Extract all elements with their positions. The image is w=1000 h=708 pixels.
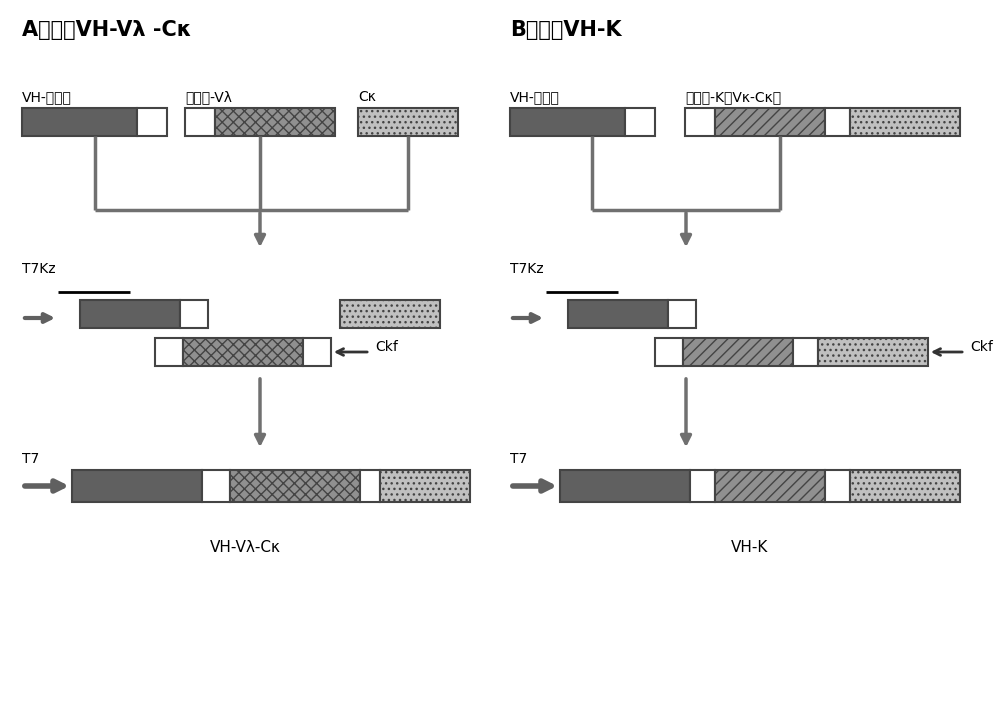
- Text: A）构建VH-Vλ -Cκ: A）构建VH-Vλ -Cκ: [22, 20, 192, 40]
- Bar: [560, 470, 690, 502]
- Text: B）构建VH-K: B）构建VH-K: [510, 20, 622, 40]
- Bar: [715, 470, 825, 502]
- Bar: [155, 338, 183, 366]
- Bar: [303, 338, 331, 366]
- Bar: [202, 470, 230, 502]
- Bar: [510, 108, 625, 136]
- Bar: [683, 338, 793, 366]
- Text: T7: T7: [510, 452, 527, 466]
- Bar: [825, 108, 850, 136]
- Bar: [625, 108, 655, 136]
- Bar: [655, 338, 683, 366]
- Bar: [215, 108, 335, 136]
- Text: Cκ: Cκ: [358, 90, 376, 104]
- Bar: [137, 108, 167, 136]
- Bar: [850, 108, 960, 136]
- Bar: [185, 108, 215, 136]
- Text: 连接肽-K（Vκ-Cκ）: 连接肽-K（Vκ-Cκ）: [685, 90, 781, 104]
- Text: Ckf: Ckf: [970, 340, 993, 354]
- Bar: [850, 470, 960, 502]
- Text: VH-连接肽: VH-连接肽: [510, 90, 560, 104]
- Text: VH-K: VH-K: [731, 540, 769, 555]
- Bar: [72, 470, 202, 502]
- Bar: [568, 300, 668, 328]
- Text: T7: T7: [22, 452, 39, 466]
- Bar: [818, 338, 928, 366]
- Text: VH-Vλ-Cκ: VH-Vλ-Cκ: [210, 540, 280, 555]
- Bar: [183, 338, 303, 366]
- Text: 连接肽-Vλ: 连接肽-Vλ: [185, 90, 232, 104]
- Bar: [230, 470, 360, 502]
- Bar: [340, 300, 440, 328]
- Bar: [825, 470, 850, 502]
- Bar: [80, 300, 180, 328]
- Bar: [715, 108, 825, 136]
- Bar: [690, 470, 715, 502]
- Bar: [380, 470, 470, 502]
- Bar: [22, 108, 137, 136]
- Text: Ckf: Ckf: [375, 340, 398, 354]
- Bar: [358, 108, 458, 136]
- Text: T7Kz: T7Kz: [22, 262, 56, 276]
- Text: T7Kz: T7Kz: [510, 262, 544, 276]
- Bar: [180, 300, 208, 328]
- Bar: [360, 470, 380, 502]
- Bar: [668, 300, 696, 328]
- Text: VH-连接肽: VH-连接肽: [22, 90, 72, 104]
- Bar: [685, 108, 715, 136]
- Bar: [793, 338, 818, 366]
